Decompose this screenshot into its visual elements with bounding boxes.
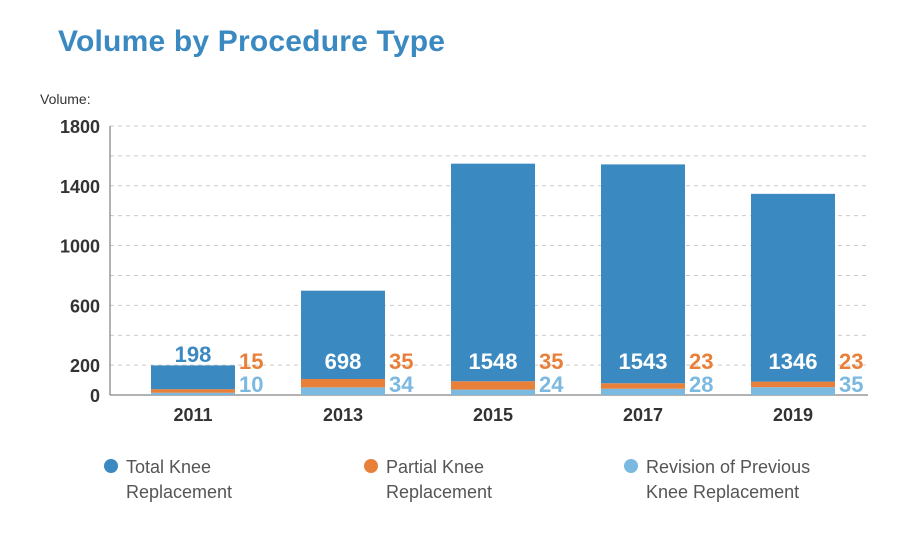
- bar-partial: [601, 383, 685, 389]
- chart-title: Volume by Procedure Type: [58, 25, 446, 58]
- legend-label-line: Replacement: [386, 482, 493, 502]
- data-label-revision: 10: [239, 372, 263, 397]
- data-label-revision: 35: [839, 372, 863, 397]
- data-label-total: 1548: [469, 349, 518, 374]
- bar-revision: [451, 389, 535, 395]
- bar-total: [601, 164, 685, 384]
- legend-label-line: Partial Knee: [386, 457, 485, 477]
- legend-label-line: Revision of Previous: [646, 457, 811, 477]
- data-label-partial: 35: [389, 349, 413, 374]
- x-tick-label: 2015: [473, 405, 513, 425]
- y-tick-label: 0: [90, 386, 100, 406]
- bar-partial: [451, 381, 535, 390]
- data-label-partial: 23: [839, 349, 863, 374]
- data-label-partial: 23: [689, 349, 713, 374]
- y-tick-label: 1400: [60, 177, 100, 197]
- x-tick-label: 2011: [173, 405, 212, 425]
- y-tick-label: 600: [70, 296, 100, 316]
- bar-revision: [601, 388, 685, 395]
- data-label-total: 1346: [769, 349, 818, 374]
- legend-label-revision: Revision of Previous Knee Replacement: [646, 455, 876, 505]
- bar-partial: [751, 381, 835, 388]
- data-label-total: 198: [175, 342, 212, 367]
- bar-total: [301, 290, 385, 380]
- y-tick-label: 200: [70, 356, 100, 376]
- legend-item-partial-knee: Partial Knee Replacement: [364, 455, 616, 505]
- legend-label-total-knee: Total Knee Replacement: [126, 455, 356, 505]
- bar-revision: [751, 387, 835, 395]
- legend-swatch-total-knee: [104, 459, 118, 473]
- legend-item-total-knee: Total Knee Replacement: [104, 455, 356, 505]
- y-axis-label: Volume:: [40, 91, 91, 107]
- legend-swatch-partial-knee: [364, 459, 378, 473]
- data-label-revision: 34: [389, 372, 414, 397]
- legend-label-line: Knee Replacement: [646, 482, 800, 502]
- legend-label-line: Total Knee: [126, 457, 212, 477]
- x-tick-label: 2013: [323, 405, 363, 425]
- data-label-revision: 28: [689, 372, 713, 397]
- legend-item-revision: Revision of Previous Knee Replacement: [624, 455, 876, 505]
- data-label-partial: 15: [239, 349, 263, 374]
- data-label-total: 698: [325, 349, 362, 374]
- y-tick-label: 1800: [60, 117, 100, 137]
- bar-total: [451, 163, 535, 382]
- bar-total: [751, 193, 835, 382]
- data-label-partial: 35: [539, 349, 563, 374]
- x-tick-label: 2017: [623, 405, 663, 425]
- y-tick-label: 1000: [60, 237, 100, 257]
- data-label-total: 1543: [619, 349, 668, 374]
- data-label-revision: 24: [539, 372, 564, 397]
- bar-total: [151, 365, 235, 390]
- legend-label-partial-knee: Partial Knee Replacement: [386, 455, 616, 505]
- legend-swatch-revision: [624, 459, 638, 473]
- bar-partial: [151, 389, 235, 393]
- legend-label-line: Replacement: [126, 482, 233, 502]
- bar-partial: [301, 379, 385, 388]
- bar-revision: [301, 387, 385, 395]
- x-tick-label: 2019: [773, 405, 813, 425]
- bar-revision: [151, 392, 235, 395]
